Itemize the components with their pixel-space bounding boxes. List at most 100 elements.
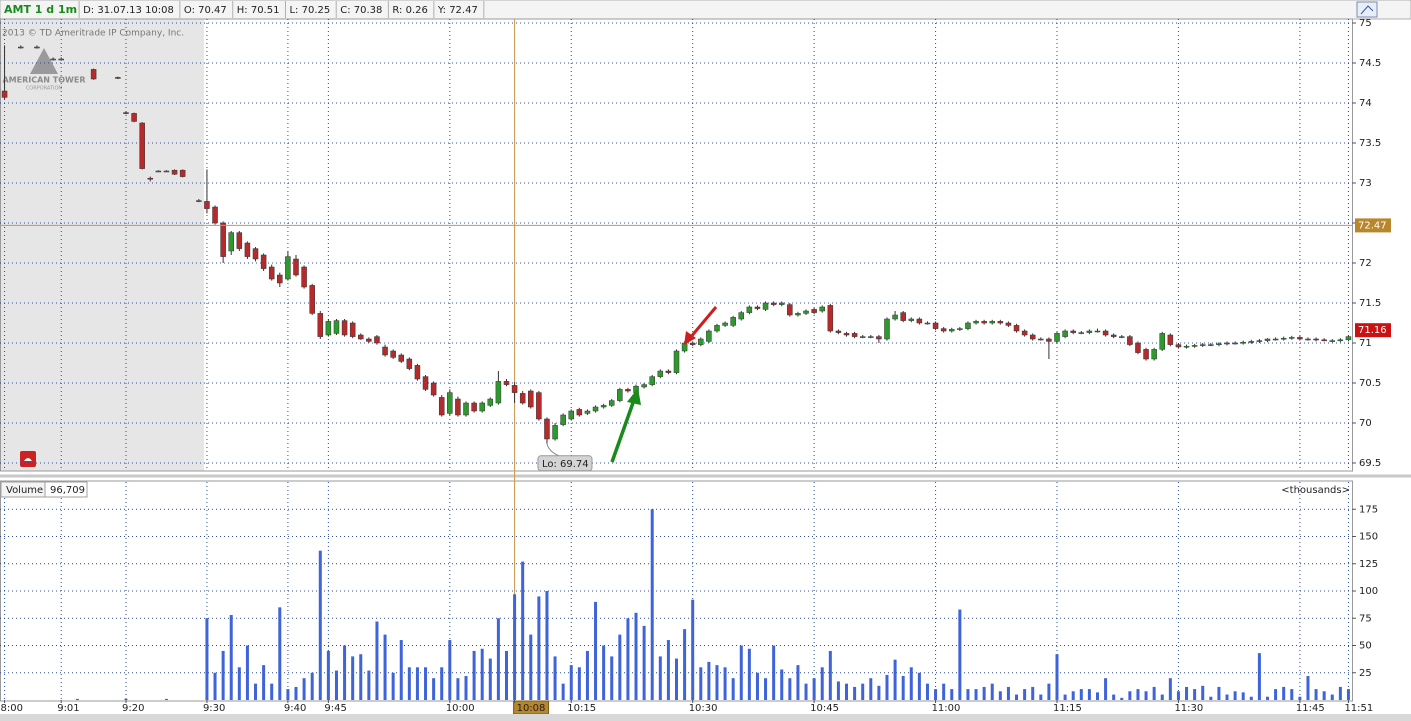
volume-readout-box (44, 481, 88, 498)
candle-body (1046, 338, 1052, 342)
x-tick-label: 11:30 (1174, 703, 1203, 714)
volume-bar (901, 676, 905, 700)
candle-body (997, 321, 1004, 324)
volume-bar (221, 650, 225, 700)
volume-bar (432, 678, 436, 700)
volume-bar (1063, 694, 1067, 700)
volume-bar (1104, 678, 1108, 700)
volume-bar (1120, 697, 1124, 700)
volume-bar (310, 672, 314, 700)
candle-body (1143, 349, 1149, 360)
phone-glyph (24, 458, 32, 461)
x-tick-label: 10:30 (689, 703, 718, 714)
volume-bar (1047, 683, 1051, 700)
candle-body (139, 122, 145, 169)
volume-bar (723, 667, 727, 700)
volume-bar (545, 591, 549, 700)
volume-bar (893, 659, 897, 700)
candle-body (536, 392, 542, 420)
candle-body (204, 201, 210, 209)
candle-body (455, 398, 461, 416)
candle-body (1135, 342, 1141, 353)
candle-body (892, 314, 898, 320)
candle-body (528, 390, 534, 408)
candle-body (406, 358, 413, 369)
volume-bar (1233, 691, 1237, 700)
volume-bar (1136, 689, 1140, 700)
candle-body (770, 302, 777, 305)
volume-bar (666, 640, 670, 700)
candle-body (698, 338, 704, 345)
readout-field: H: 70.51 (237, 5, 280, 16)
volume-bar (820, 667, 824, 700)
candle-body (973, 321, 979, 324)
settings-icon[interactable] (1356, 1, 1378, 18)
candle-body (1119, 336, 1125, 338)
volume-bar (1225, 694, 1229, 700)
scrollbar[interactable] (0, 714, 1411, 721)
candle-body (706, 330, 712, 342)
volume-bar (1071, 691, 1075, 700)
symbol[interactable]: AMT 1 d 1m (4, 3, 77, 16)
candle-body (1183, 345, 1190, 348)
red-arrowhead (684, 331, 696, 345)
candle-body (1337, 339, 1344, 342)
candle-body (965, 322, 971, 329)
volume-bar (812, 678, 816, 700)
x-tick-label: 11:51 (1344, 703, 1373, 714)
volume-bar (270, 683, 274, 700)
candle-body (876, 336, 882, 340)
candle-body (155, 170, 162, 173)
volume-bar (1031, 686, 1035, 700)
volume-bar (1176, 691, 1180, 700)
y-tick-label: 73.5 (1359, 138, 1381, 149)
candle-body (625, 389, 631, 392)
candle-body (1, 90, 8, 98)
volume-bar (909, 667, 913, 700)
x-tick-label: 9:20 (122, 703, 144, 714)
volume-bar (650, 509, 654, 700)
candle-body (835, 330, 842, 333)
volume-bar (237, 667, 241, 700)
volume-bar (513, 594, 517, 700)
volume-bar (1079, 689, 1083, 700)
volume-bar (1144, 691, 1148, 700)
candle-body (236, 232, 243, 249)
candle-body (1280, 337, 1287, 340)
candle-body (949, 329, 955, 332)
candle-body (859, 336, 866, 338)
candle-body (884, 318, 890, 340)
volume-bar (245, 645, 249, 700)
volume-bar (1290, 689, 1294, 700)
candle-body (665, 370, 672, 373)
candle-body (1240, 341, 1246, 344)
logo: AMERICAN TOWER (2, 76, 85, 85)
candle-body (34, 46, 40, 49)
y-tick-label: 150 (1359, 532, 1378, 543)
candle-body (1272, 338, 1279, 341)
volume-bar (877, 685, 881, 700)
volume-bar (326, 650, 330, 700)
candle-body (617, 389, 623, 401)
candle-body (131, 113, 137, 122)
volume-bar (990, 683, 994, 700)
volume-bar (1055, 654, 1059, 700)
candle-body (1054, 333, 1060, 342)
candle-body (552, 425, 558, 440)
candle-body (957, 328, 963, 330)
icon-glyph (1360, 5, 1374, 15)
volume-bar (853, 686, 857, 700)
volume-bar (229, 614, 233, 700)
volume-bar (1152, 686, 1156, 700)
volume-bar (755, 672, 759, 700)
volume-bar (75, 698, 79, 700)
candle-body (147, 177, 154, 180)
candle-body (1289, 337, 1295, 339)
candle-body (487, 398, 494, 406)
y-tick-label: 71 (1359, 338, 1372, 349)
candle-body (989, 321, 995, 324)
candle-body (17, 46, 24, 49)
candle-body (738, 312, 745, 320)
candle-body (592, 406, 599, 412)
candle-body (787, 304, 793, 316)
